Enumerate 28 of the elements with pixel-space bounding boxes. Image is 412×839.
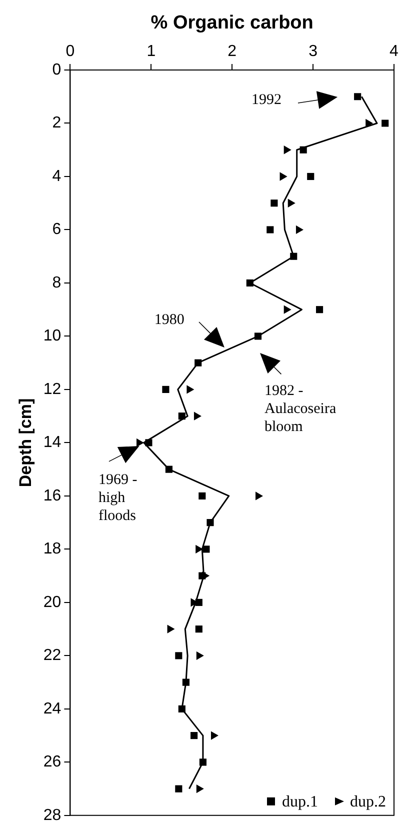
x-tick-label: 3 (308, 42, 318, 60)
y-tick-label: 8 (52, 274, 62, 292)
y-tick-label: 10 (43, 328, 62, 345)
x-tick-label: 0 (66, 42, 75, 60)
y-tick-label: 16 (43, 487, 62, 504)
y-tick-label: 0 (52, 61, 62, 78)
annotation: 1969 - high floods (98, 470, 138, 525)
y-tick-label: 24 (43, 700, 62, 718)
y-tick-label: 18 (43, 540, 62, 558)
x-tick-label: 2 (228, 42, 237, 60)
y-tick-label: 2 (52, 114, 62, 132)
legend-label: dup.2 (350, 794, 386, 811)
annotation: 1980 (154, 310, 184, 329)
y-tick-label: 22 (43, 647, 62, 664)
chart-title: % Organic carbon (150, 12, 314, 34)
annotation: 1982 - Aulacoseira bloom (264, 382, 336, 436)
y-tick-label: 4 (52, 168, 62, 185)
y-tick-label: 20 (43, 594, 62, 611)
y-tick-label: 14 (43, 434, 62, 452)
x-tick-label: 1 (146, 42, 156, 60)
y-tick-label: 26 (43, 754, 62, 771)
y-tick-label: 28 (43, 806, 62, 824)
annotation: 1992 (252, 90, 282, 109)
legend-label: dup.1 (282, 794, 318, 811)
y-tick-label: 12 (43, 380, 62, 398)
y-tick-label: 6 (52, 221, 62, 238)
y-axis-title: Depth [cm] (16, 398, 35, 488)
x-tick-label: 4 (390, 42, 399, 60)
